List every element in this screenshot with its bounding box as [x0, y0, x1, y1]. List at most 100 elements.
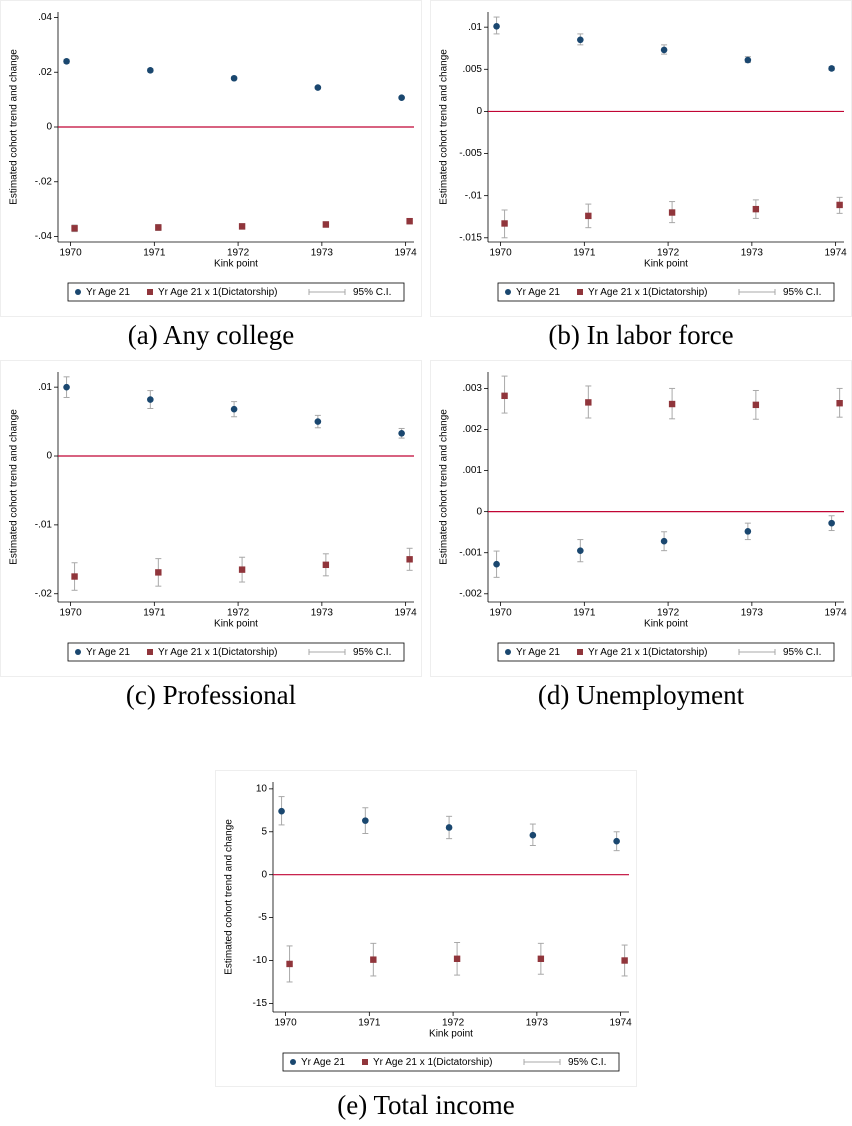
data-point — [660, 537, 668, 545]
y-axis-label: Estimated cohort trend and change — [439, 49, 450, 205]
legend-label: 95% C.I. — [353, 647, 391, 658]
data-point — [668, 209, 676, 216]
data-point — [537, 955, 545, 962]
x-tick-label: 1974 — [824, 608, 847, 619]
caption: (d) Unemployment — [538, 680, 745, 710]
panel-frame — [430, 360, 852, 677]
y-tick-label: 10 — [256, 784, 268, 795]
x-tick-label: 1970 — [489, 608, 512, 619]
data-point — [314, 418, 322, 425]
legend-marker — [75, 289, 81, 295]
data-point — [836, 201, 843, 209]
y-tick-label: 0 — [46, 451, 52, 462]
chart-panel: -.002 -.001 0 .001 .002 .003 1970 1971 1972 1973 1… — [430, 360, 852, 710]
caption: (b) In labor force — [548, 320, 733, 350]
y-axis-label: Estimated cohort trend and change — [9, 49, 20, 205]
x-tick-label: 1973 — [526, 1018, 549, 1029]
data-point — [230, 74, 238, 82]
legend-box — [497, 642, 835, 662]
x-tick-label: 1972 — [442, 1018, 465, 1029]
y-tick-label: 0 — [261, 869, 267, 880]
x-tick-label: 1971 — [358, 1018, 381, 1029]
x-tick-label: 1974 — [394, 608, 417, 619]
y-tick-label: -.01 — [35, 520, 53, 531]
x-tick-label: 1974 — [394, 248, 417, 259]
y-tick-label: .02 — [38, 67, 52, 78]
legend-label: Yr Age 21 — [301, 1057, 345, 1068]
data-point — [493, 560, 500, 568]
data-point — [230, 405, 238, 413]
data-point — [836, 400, 843, 407]
x-tick-label: 1971 — [573, 608, 596, 619]
legend-label: 95% C.I. — [568, 1057, 606, 1068]
legend-label: 95% C.I. — [353, 287, 391, 298]
data-point — [752, 401, 760, 409]
data-point — [577, 547, 584, 554]
y-tick-label: -.002 — [459, 588, 482, 599]
x-tick-label: 1973 — [311, 608, 334, 619]
data-point — [493, 23, 500, 30]
data-point — [501, 392, 508, 400]
x-tick-label: 1971 — [573, 248, 596, 259]
data-point — [398, 94, 405, 102]
legend-label: Yr Age 21 — [86, 287, 130, 298]
data-point — [828, 65, 835, 72]
legend-label: Yr Age 21 — [516, 287, 560, 298]
y-tick-label: .01 — [468, 22, 482, 33]
y-tick-label: .002 — [463, 424, 483, 435]
x-tick-label: 1972 — [657, 608, 680, 619]
x-axis-label: Kink point — [214, 619, 258, 630]
data-point — [406, 556, 413, 563]
chart-panel: -.04 -.02 0 .02 .04 1970 1971 1972 1973 1974 Kink … — [0, 0, 422, 350]
legend-marker — [147, 649, 153, 655]
y-tick-label: .001 — [463, 465, 483, 476]
data-point — [529, 831, 537, 839]
x-tick-label: 1974 — [824, 248, 847, 259]
x-tick-label: 1972 — [657, 248, 680, 259]
panel-frame — [430, 0, 852, 317]
legend-marker — [147, 289, 153, 295]
x-tick-label: 1971 — [143, 248, 166, 259]
data-point — [278, 807, 285, 815]
legend-marker — [577, 649, 583, 655]
y-tick-label: 0 — [46, 122, 52, 133]
chart-panel: -.015 -.01 -.005 0 .005 .01 1970 1971 1972 1973 19… — [430, 0, 852, 350]
legend-label: Yr Age 21 x 1(Dictatorship) — [373, 1057, 493, 1068]
legend-label: Yr Age 21 x 1(Dictatorship) — [588, 647, 708, 658]
data-point — [660, 46, 668, 54]
data-point — [501, 220, 508, 227]
data-point — [752, 205, 760, 213]
legend-label: Yr Age 21 x 1(Dictatorship) — [588, 287, 708, 298]
y-tick-label: 5 — [261, 826, 267, 837]
legend-marker — [290, 1059, 296, 1065]
x-tick-label: 1973 — [741, 608, 764, 619]
y-tick-label: -.01 — [465, 190, 483, 201]
caption: (c) Professional — [126, 680, 296, 710]
legend-marker — [362, 1059, 368, 1065]
y-tick-label: -5 — [258, 912, 267, 923]
x-tick-label: 1970 — [59, 248, 82, 259]
data-point — [585, 212, 592, 220]
data-point — [585, 399, 592, 406]
x-tick-label: 1970 — [489, 248, 512, 259]
y-tick-label: 0 — [476, 106, 482, 117]
x-tick-label: 1972 — [227, 248, 250, 259]
data-point — [744, 528, 752, 535]
data-point — [238, 223, 246, 230]
data-point — [147, 67, 154, 74]
y-tick-label: -.015 — [459, 232, 482, 243]
y-tick-label: -.02 — [35, 588, 53, 599]
legend-box — [67, 282, 405, 302]
y-tick-label: 0 — [476, 506, 482, 517]
legend-box — [497, 282, 835, 302]
x-tick-label: 1973 — [311, 248, 334, 259]
data-point — [362, 817, 369, 824]
y-tick-label: .005 — [463, 64, 483, 75]
x-tick-label: 1972 — [227, 608, 250, 619]
data-point — [370, 956, 377, 963]
data-point — [613, 837, 620, 845]
legend-label: Yr Age 21 — [516, 647, 560, 658]
legend-box — [67, 642, 405, 662]
y-axis-label: Estimated cohort trend and change — [9, 409, 20, 565]
